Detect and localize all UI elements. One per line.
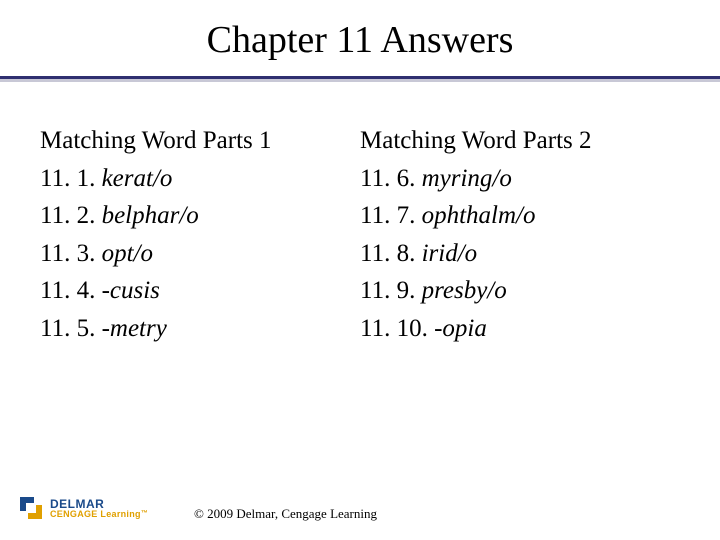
list-item: 11. 1. kerat/o — [40, 160, 360, 198]
list-item: 11. 3. opt/o — [40, 235, 360, 273]
item-number: 11. 9. — [360, 277, 415, 304]
item-number: 11. 1. — [40, 165, 95, 192]
horizontal-rule — [0, 76, 720, 82]
list-item: 11. 5. -metry — [40, 310, 360, 348]
page-title: Chapter 11 Answers — [0, 0, 720, 76]
publisher-logo: DELMAR CENGAGE Learning™ — [18, 495, 148, 521]
list-item: 11. 8. irid/o — [360, 235, 680, 273]
item-term: myring/o — [422, 165, 512, 192]
footer: DELMAR CENGAGE Learning™ © 2009 Delmar, … — [18, 490, 720, 526]
item-term: presby/o — [422, 277, 507, 304]
column-2: Matching Word Parts 2 11. 6. myring/o 11… — [360, 122, 680, 347]
item-term: -cusis — [102, 277, 160, 304]
rule-shadow — [0, 79, 720, 82]
item-term: belphar/o — [102, 202, 199, 229]
item-term: opt/o — [102, 240, 153, 267]
list-item: 11. 2. belphar/o — [40, 197, 360, 235]
item-term: kerat/o — [102, 165, 173, 192]
item-term: irid/o — [422, 240, 478, 267]
column-1-heading: Matching Word Parts 1 — [40, 122, 360, 160]
logo-icon — [18, 495, 44, 521]
item-number: 11. 2. — [40, 202, 95, 229]
logo-line2: CENGAGE Learning™ — [50, 510, 148, 519]
list-item: 11. 6. myring/o — [360, 160, 680, 198]
list-item: 11. 10. -opia — [360, 310, 680, 348]
list-item: 11. 9. presby/o — [360, 272, 680, 310]
copyright-text: © 2009 Delmar, Cengage Learning — [194, 506, 377, 522]
item-number: 11. 4. — [40, 277, 95, 304]
item-number: 11. 3. — [40, 240, 95, 267]
item-number: 11. 8. — [360, 240, 415, 267]
item-term: -metry — [102, 315, 167, 342]
item-number: 11. 7. — [360, 202, 415, 229]
list-item: 11. 4. -cusis — [40, 272, 360, 310]
content-area: Matching Word Parts 1 11. 1. kerat/o 11.… — [0, 82, 720, 347]
column-1: Matching Word Parts 1 11. 1. kerat/o 11.… — [40, 122, 360, 347]
column-2-heading: Matching Word Parts 2 — [360, 122, 680, 160]
list-item: 11. 7. ophthalm/o — [360, 197, 680, 235]
item-term: ophthalm/o — [422, 202, 536, 229]
logo-text: DELMAR CENGAGE Learning™ — [50, 498, 148, 519]
item-number: 11. 10. — [360, 315, 428, 342]
item-number: 11. 6. — [360, 165, 415, 192]
item-term: -opia — [434, 315, 487, 342]
item-number: 11. 5. — [40, 315, 95, 342]
